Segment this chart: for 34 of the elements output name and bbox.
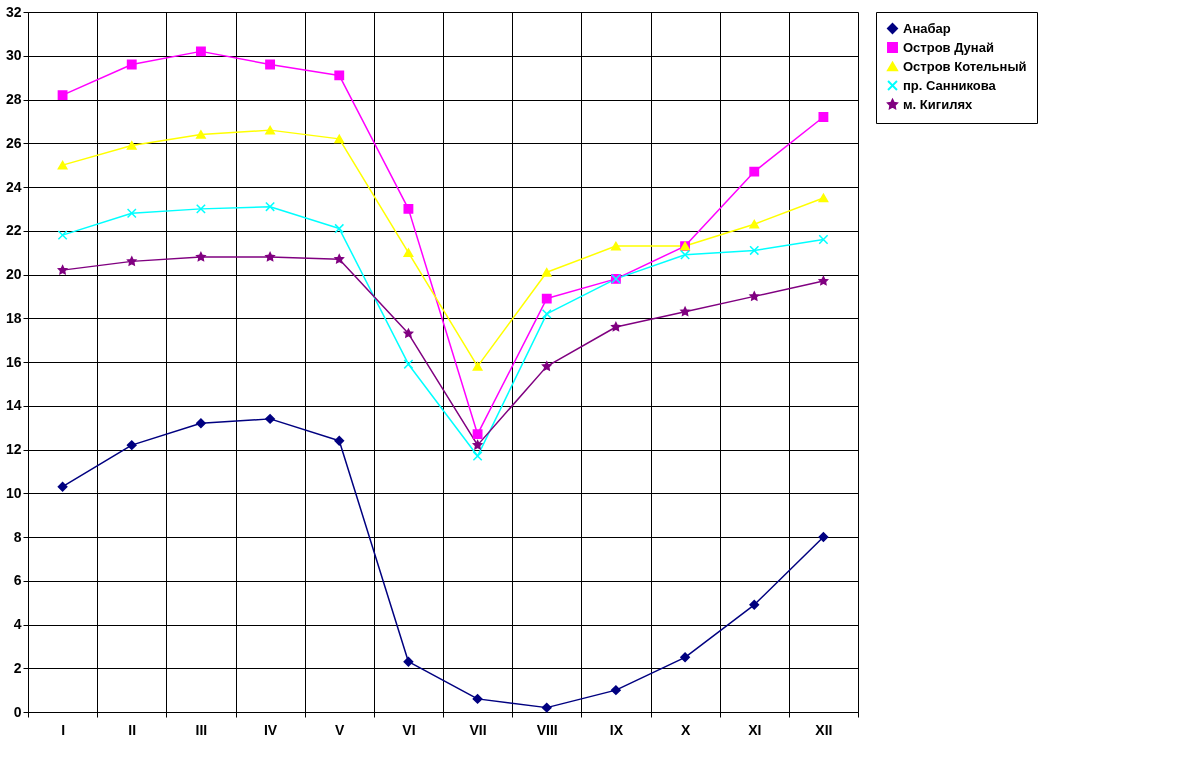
x-tick-label: XI	[748, 721, 762, 738]
y-tick-label: 26	[5, 134, 22, 151]
x-tick-label: IX	[609, 721, 624, 738]
y-tick-label: 6	[13, 572, 22, 589]
y-tick-label: 30	[5, 47, 22, 64]
legend-label: м. Кигилях	[903, 96, 974, 112]
y-tick-label: 18	[5, 309, 22, 326]
y-tick-label: 4	[13, 616, 22, 632]
y-tick-label: 12	[5, 441, 22, 457]
y-tick-label: 10	[5, 484, 22, 501]
y-tick-label: 28	[5, 91, 22, 107]
y-tick-label: 14	[5, 397, 22, 414]
x-tick-label: III	[195, 721, 208, 738]
legend-label: Остров Котельный	[903, 58, 1027, 74]
y-tick-label: 2	[13, 659, 22, 676]
x-tick-label: XII	[815, 721, 833, 738]
x-tick-label: I	[61, 721, 66, 738]
y-tick-label: 0	[13, 703, 22, 720]
legend-label: Анабар	[903, 20, 951, 36]
x-tick-label: IV	[263, 721, 278, 738]
legend-label: пр. Санникова	[903, 77, 997, 93]
legend-label: Остров Дунай	[903, 39, 994, 55]
x-tick-label: VI	[402, 721, 416, 738]
y-tick-label: 16	[5, 353, 22, 370]
x-tick-label: II	[128, 721, 137, 738]
y-tick-label: 20	[5, 266, 22, 282]
y-tick-label: 8	[13, 528, 22, 545]
y-tick-label: 32	[5, 3, 22, 20]
x-tick-label: V	[335, 721, 346, 738]
y-tick-label: 22	[5, 222, 22, 239]
y-tick-label: 24	[5, 178, 22, 195]
x-tick-label: VIII	[536, 721, 558, 738]
x-tick-label: X	[680, 721, 691, 738]
x-tick-label: VII	[469, 721, 487, 738]
